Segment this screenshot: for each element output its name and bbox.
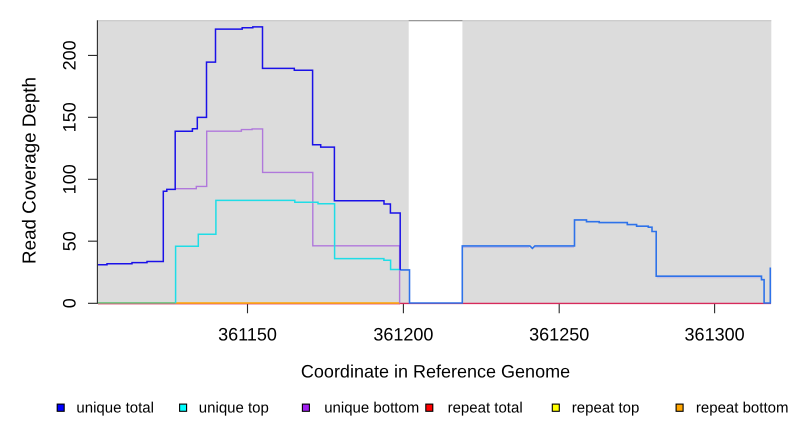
svg-text:150: 150	[59, 102, 79, 132]
svg-text:100: 100	[59, 164, 79, 194]
svg-text:unique top: unique top	[199, 399, 269, 416]
svg-text:unique total: unique total	[76, 399, 154, 416]
svg-text:0: 0	[59, 298, 79, 308]
svg-text:361200: 361200	[373, 325, 433, 345]
svg-text:50: 50	[59, 231, 79, 251]
svg-text:Read Coverage Depth: Read Coverage Depth	[19, 77, 40, 264]
svg-text:200: 200	[59, 40, 79, 70]
svg-text:repeat total: repeat total	[448, 399, 523, 416]
svg-text:361150: 361150	[218, 325, 277, 345]
svg-text:unique bottom: unique bottom	[324, 399, 419, 416]
svg-text:repeat top: repeat top	[572, 399, 640, 416]
svg-text:361300: 361300	[685, 325, 745, 345]
svg-text:repeat bottom: repeat bottom	[696, 399, 789, 416]
svg-text:Coordinate in Reference Genome: Coordinate in Reference Genome	[301, 362, 570, 382]
svg-text:361250: 361250	[529, 325, 589, 345]
